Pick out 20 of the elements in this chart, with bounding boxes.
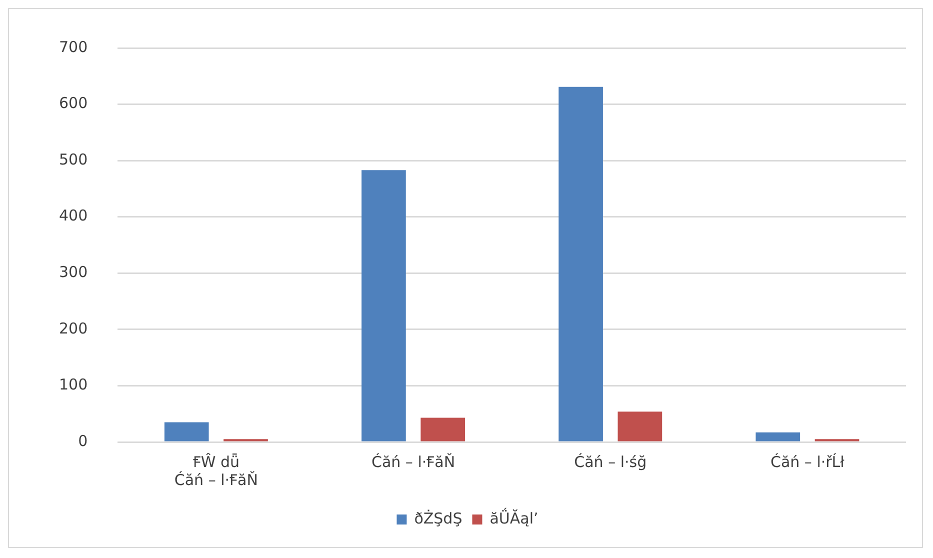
y-tick-label: 600: [58, 94, 88, 112]
bar: [362, 170, 406, 442]
bar: [558, 86, 603, 442]
y-tick-label: 100: [58, 376, 88, 394]
bar: [164, 422, 209, 442]
y-tick-label: 400: [58, 206, 88, 225]
x-tick-label: Ćăń – l·śğ: [574, 452, 647, 471]
legend-label: ăǗĂąlʼ: [490, 507, 538, 528]
y-tick-label: 500: [58, 150, 88, 168]
legend-label: ðŻŞdŞ: [414, 509, 462, 528]
x-tick-label: ꞘŴ dǖ Ćăń – l·ꞘăŇ: [174, 452, 258, 489]
bar: [618, 412, 662, 442]
x-tick-label: Ćăń – l·ꞘăŇ: [371, 452, 456, 471]
x-tick-label: Ćăń – l·řĹł: [770, 452, 846, 471]
bar: [756, 432, 800, 442]
y-tick-label: 300: [58, 263, 88, 282]
y-tick-label: 200: [58, 319, 88, 338]
bar: [420, 418, 466, 442]
y-tick-label: 0: [78, 432, 88, 450]
y-tick-label: 700: [58, 38, 88, 56]
